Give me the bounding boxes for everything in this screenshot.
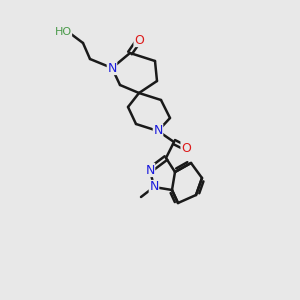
Text: N: N: [153, 124, 163, 137]
Text: N: N: [149, 181, 159, 194]
Text: O: O: [134, 34, 144, 46]
Text: N: N: [107, 61, 117, 74]
Text: N: N: [145, 164, 155, 176]
Text: HO: HO: [54, 27, 72, 37]
Text: O: O: [181, 142, 191, 154]
